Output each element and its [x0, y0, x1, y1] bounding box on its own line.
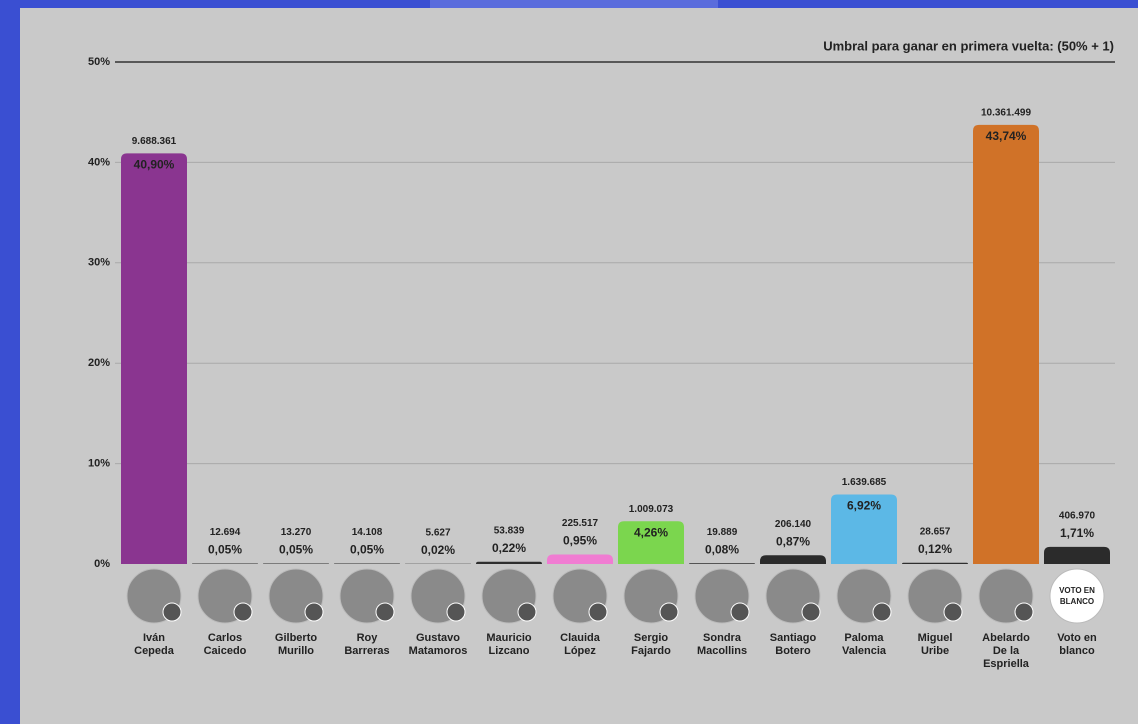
vote-label: 206.140: [775, 519, 812, 530]
y-tick-label: 50%: [88, 56, 110, 68]
y-tick-label: 20%: [88, 357, 110, 369]
x-tick-label: Lizcano: [489, 645, 530, 657]
badge-text: VOTO EN: [1059, 586, 1095, 595]
top-tab: [430, 0, 718, 8]
value-label: 4,26%: [634, 525, 668, 539]
x-tick-label: Santiago: [770, 632, 817, 644]
bar: [263, 563, 329, 564]
x-tick-label: Abelardo: [982, 632, 1030, 644]
badge-text: BLANCO: [1060, 597, 1094, 606]
vote-label: 19.889: [707, 527, 738, 538]
x-tick-label: Uribe: [921, 645, 949, 657]
bar: [760, 555, 826, 564]
value-label: 0,05%: [350, 543, 384, 557]
x-tick-label: Paloma: [844, 632, 884, 644]
x-tick-label: Iván: [143, 632, 165, 644]
y-tick-label: 0%: [94, 558, 110, 570]
x-tick-label: De la: [993, 645, 1020, 657]
x-tick-label: Clauida: [560, 632, 601, 644]
threshold-label: Umbral para ganar en primera vuelta: (50…: [823, 38, 1114, 53]
x-tick-label: Caicedo: [204, 645, 247, 657]
x-tick-label: Fajardo: [631, 645, 671, 657]
vote-label: 13.270: [281, 527, 312, 538]
y-tick-label: 40%: [88, 156, 110, 168]
bar: [121, 153, 187, 564]
x-tick-label: Sondra: [703, 632, 742, 644]
x-tick-label: Macollins: [697, 645, 747, 657]
bar: [476, 561, 542, 564]
party-logo: [730, 602, 750, 622]
bar: [547, 554, 613, 564]
x-tick-label: Barreras: [344, 645, 389, 657]
party-logo: [233, 602, 253, 622]
value-label: 0,08%: [705, 542, 739, 556]
vote-label: 225.517: [562, 518, 599, 529]
x-tick-label: Mauricio: [486, 632, 532, 644]
vote-label: 53.839: [494, 525, 525, 536]
party-logo: [801, 602, 821, 622]
vote-label: 406.970: [1059, 510, 1096, 521]
bar: [334, 563, 400, 564]
vote-label: 1.009.073: [629, 504, 674, 515]
party-logo: [162, 602, 182, 622]
bar: [192, 563, 258, 564]
value-label: 43,74%: [986, 129, 1027, 143]
x-tick-label: Roy: [357, 632, 379, 644]
party-logo: [304, 602, 324, 622]
vote-label: 14.108: [352, 527, 383, 538]
x-tick-label: Voto en: [1057, 632, 1097, 644]
bar: [1044, 546, 1110, 564]
value-label: 40,90%: [134, 158, 175, 172]
x-tick-label: Murillo: [278, 645, 314, 657]
x-tick-label: Gustavo: [416, 632, 460, 644]
vote-label: 28.657: [920, 526, 951, 537]
x-tick-label: López: [564, 645, 596, 657]
value-label: 0,95%: [563, 534, 597, 548]
x-tick-label: Sergio: [634, 632, 669, 644]
party-logo: [872, 602, 892, 622]
candidate-photo: [1049, 568, 1105, 624]
x-tick-label: Valencia: [842, 645, 887, 657]
value-label: 0,12%: [918, 542, 952, 556]
value-label: 0,22%: [492, 541, 526, 555]
party-logo: [943, 602, 963, 622]
x-tick-label: Matamoros: [409, 645, 468, 657]
value-label: 0,02%: [421, 543, 455, 557]
vote-label: 9.688.361: [132, 136, 177, 147]
x-tick-label: Espriella: [983, 658, 1030, 670]
vote-label: 5.627: [425, 527, 450, 538]
value-label: 0,05%: [279, 543, 313, 557]
x-tick-label: Cepeda: [134, 645, 175, 657]
vote-label: 10.361.499: [981, 107, 1031, 118]
party-logo: [446, 602, 466, 622]
bar: [902, 562, 968, 564]
x-tick-label: blanco: [1059, 645, 1095, 657]
x-tick-label: Gilberto: [275, 632, 317, 644]
bar: [618, 521, 684, 564]
bar: [973, 124, 1039, 564]
x-tick-label: Miguel: [918, 632, 953, 644]
party-logo: [517, 602, 537, 622]
y-tick-label: 30%: [88, 257, 110, 269]
value-label: 0,87%: [776, 534, 810, 548]
value-label: 6,92%: [847, 499, 881, 513]
value-label: 1,71%: [1060, 526, 1094, 540]
y-tick-label: 10%: [88, 458, 110, 470]
vote-label: 12.694: [210, 527, 241, 538]
x-tick-label: Botero: [775, 645, 811, 657]
bar: [689, 563, 755, 564]
party-logo: [375, 602, 395, 622]
vote-label: 1.639.685: [842, 477, 887, 488]
value-label: 0,05%: [208, 543, 242, 557]
party-logo: [588, 602, 608, 622]
party-logo: [659, 602, 679, 622]
party-logo: [1014, 602, 1034, 622]
bar: [831, 494, 897, 564]
x-tick-label: Carlos: [208, 632, 242, 644]
